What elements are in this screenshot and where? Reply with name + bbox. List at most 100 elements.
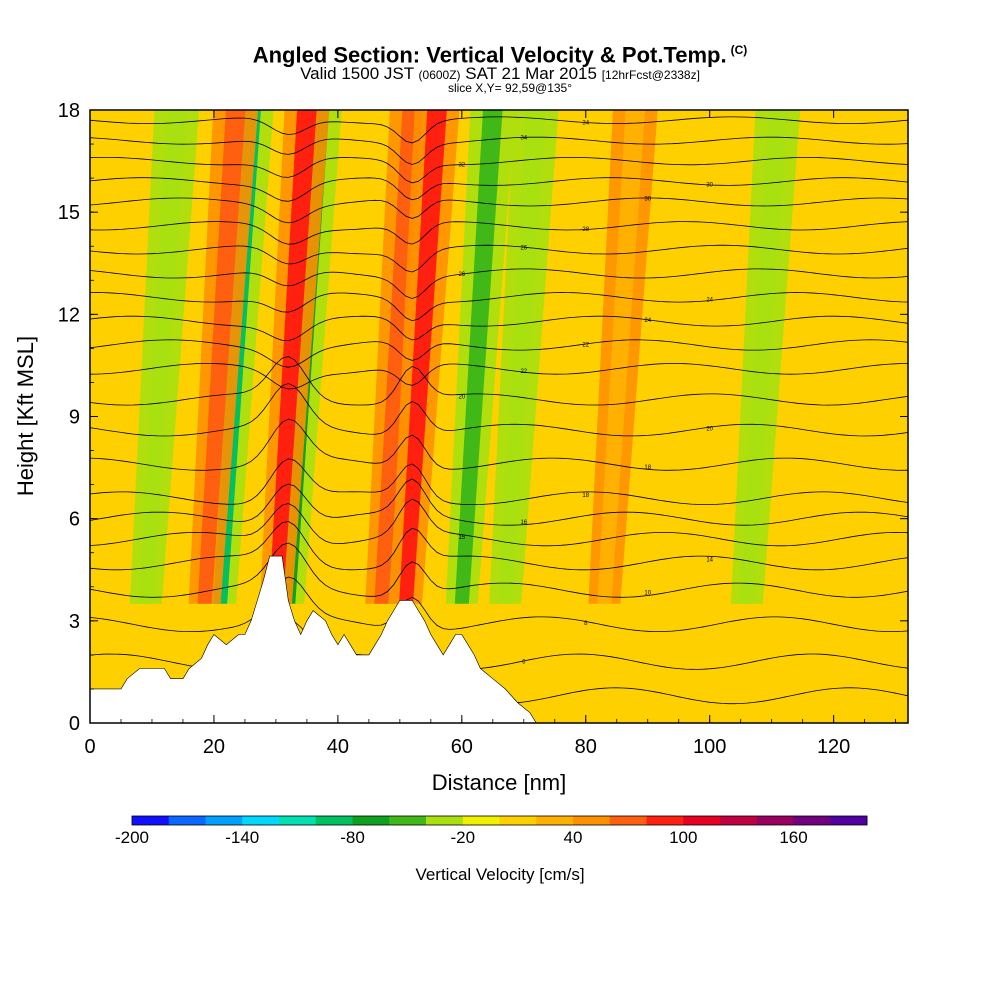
contour-label: 32 <box>458 162 465 168</box>
contour-line <box>90 197 908 224</box>
contour-label: 30 <box>644 197 651 203</box>
colorbar-swatch <box>536 816 574 825</box>
contour-label: 24 <box>706 298 713 304</box>
valid-time: Valid 1500 JST (0600Z) SAT 21 Mar 2015 [… <box>0 65 1000 84</box>
contour-line <box>90 339 908 368</box>
contour-line <box>90 363 908 390</box>
contour-label: 14 <box>706 558 713 564</box>
x-tick-label: 100 <box>693 736 726 758</box>
contour-label: 24 <box>644 318 651 324</box>
contour-label: 20 <box>458 394 465 400</box>
contour-label: 15 <box>458 535 465 541</box>
colorbar-swatch <box>830 816 868 825</box>
x-tick-label: 120 <box>817 736 850 758</box>
contour-line <box>90 292 908 322</box>
contour-line <box>90 542 908 598</box>
contour-label: 10 <box>644 591 651 597</box>
colorbar-label: 100 <box>669 828 697 847</box>
y-tick-label: 0 <box>69 713 80 735</box>
updraft-core <box>197 110 246 604</box>
colorbar-swatch <box>132 816 170 825</box>
contour-label: 18 <box>582 493 589 499</box>
y-tick-label: 18 <box>58 100 80 122</box>
x-tick-label: 80 <box>575 736 597 758</box>
colorbar-label: -20 <box>450 828 475 847</box>
downdraft-core <box>498 110 546 604</box>
contour-label: 6 <box>522 659 526 665</box>
contour-line <box>90 356 908 406</box>
colorbar-label: -140 <box>225 828 259 847</box>
updraft-core <box>597 110 646 604</box>
contour-line <box>90 268 908 299</box>
colorbar-swatch <box>352 816 390 825</box>
colorbar-label: -200 <box>115 828 149 847</box>
colorbar-swatch <box>205 816 243 825</box>
colorbar-swatch <box>462 816 500 825</box>
colorbar-swatch <box>168 816 206 825</box>
contour-label: 18 <box>644 465 651 471</box>
contour-label: 34 <box>520 135 527 141</box>
contour-label: 26 <box>458 272 465 278</box>
forecast-info: [12hrFcst@2338z] <box>601 68 700 83</box>
colorbar-swatch <box>573 816 611 825</box>
colorbar-label: 160 <box>779 828 807 847</box>
axes: 0 20 40 60 80 100 120 0 3 6 9 12 15 18 <box>58 100 908 758</box>
colorbar: -200 -140 -80 -20 40 100 160 <box>115 815 868 847</box>
contour-label: 22 <box>520 369 527 375</box>
terrain-mask <box>89 555 537 724</box>
valid-zulu: (0600Z) <box>418 68 461 83</box>
colorbar-swatch <box>426 816 464 825</box>
colorbar-swatch <box>279 816 317 825</box>
colorbar-swatch <box>756 816 794 825</box>
contour-line <box>90 520 908 571</box>
contour-line <box>90 157 908 184</box>
y-axis-title: Height [Kft MSL] <box>13 336 38 496</box>
updraft-core <box>268 110 317 604</box>
contour-label: 8 <box>584 621 588 627</box>
contour-label: 22 <box>582 342 589 348</box>
contour-line <box>90 478 908 526</box>
colorbar-swatch <box>609 816 647 825</box>
colorbar-swatch <box>683 816 721 825</box>
chart-title-mark: (C) <box>730 43 748 57</box>
valid-prefix: Valid 1500 JST <box>300 64 414 84</box>
chart-title: Angled Section: Vertical Velocity & Pot.… <box>0 38 1000 67</box>
contour-line <box>90 136 908 165</box>
contour-label: 28 <box>582 227 589 233</box>
y-tick-label: 12 <box>58 304 80 326</box>
x-tick-label: 40 <box>327 736 349 758</box>
colorbar-swatch <box>242 816 280 825</box>
downdraft-core <box>739 110 788 604</box>
contour-label: 30 <box>706 183 713 189</box>
updraft-core <box>399 110 447 604</box>
contour-line <box>90 418 908 471</box>
title-block: Angled Section: Vertical Velocity & Pot.… <box>0 38 1000 95</box>
colorbar-frame <box>131 815 868 826</box>
valid-date: SAT 21 Mar 2015 <box>465 64 597 84</box>
contour-line <box>90 576 908 632</box>
contour-label: 16 <box>520 520 527 526</box>
colorbar-swatch <box>499 816 537 825</box>
colorbar-label: -80 <box>340 828 365 847</box>
colorbar-title: Vertical Velocity [cm/s] <box>415 865 584 884</box>
contour-label: 34 <box>582 121 589 127</box>
x-axis-title: Distance [nm] <box>432 770 567 795</box>
contour-line <box>90 458 908 505</box>
pot-temp-contours: 4681014151618182020222224242626283030323… <box>90 116 908 705</box>
contour-line <box>90 383 908 437</box>
colorbar-label: 40 <box>564 828 583 847</box>
colorbar-swatch <box>793 816 831 825</box>
y-tick-label: 3 <box>69 611 80 633</box>
x-tick-label: 60 <box>451 736 473 758</box>
y-tick-label: 6 <box>69 509 80 531</box>
velocity-field <box>90 110 908 723</box>
contour-line <box>90 177 908 202</box>
chart-title-text: Angled Section: Vertical Velocity & Pot.… <box>252 42 727 68</box>
x-tick-label: 0 <box>84 736 95 758</box>
downdraft-core <box>454 110 503 604</box>
colorbar-swatch <box>646 816 684 825</box>
colorbar-swatch <box>315 816 353 825</box>
y-tick-label: 15 <box>58 202 80 224</box>
contour-label: 20 <box>706 426 713 432</box>
